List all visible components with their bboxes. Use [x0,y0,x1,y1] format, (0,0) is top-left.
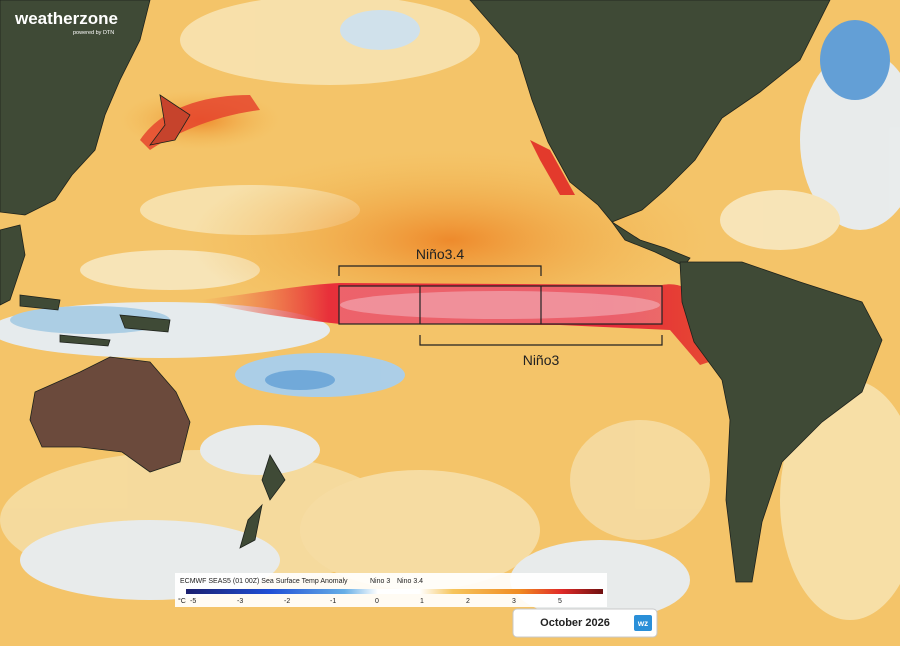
legend-tick: -2 [284,598,290,605]
legend-item: Nino 3.4 [397,578,423,585]
legend-tick: -1 [330,598,336,605]
legend-tick: 3 [512,598,516,605]
new-zealand [239,503,263,549]
patch [800,50,900,230]
logo: weatherzone [14,9,118,28]
legend-tick: 0 [375,598,379,605]
date: October 2026 [540,617,610,629]
warm-core [530,140,575,195]
north-america [469,0,831,223]
new-zealand [261,454,286,501]
nino3-bracket [419,335,663,346]
date-box [512,608,658,638]
legend-tick: -5 [190,598,196,605]
indochina [0,224,26,306]
badge-box [634,615,652,631]
new-guinea [119,314,171,333]
island [59,334,111,347]
australia [29,356,191,473]
logo-tagline: powered by DTN [73,30,114,36]
patch [570,420,710,540]
patch [820,20,890,100]
nino34-bracket [338,265,542,276]
south-america [679,261,883,583]
region-label: Niño3.4 [416,246,464,262]
legend-item: Nino 3 [370,578,390,585]
land [0,0,883,583]
legend-unit: °C [178,597,186,605]
patch [780,380,900,620]
asia [0,0,151,216]
legend-tick: 5 [558,598,562,605]
island [19,294,61,311]
legend-scale [186,589,603,594]
patch [720,190,840,250]
japan [149,94,191,146]
legend: ECMWF SEAS5 (01 00Z) Sea Surface Temp An… [175,573,607,607]
region-label: Niño3 [523,352,560,368]
ocean-patches [0,0,900,620]
patch [300,470,540,590]
patch [265,370,335,390]
nino-box [338,285,663,325]
legend-tick: -3 [237,598,243,605]
nino-boxes [338,265,663,346]
legend-tick: 1 [420,598,424,605]
badge: wz [637,619,648,628]
patch [340,10,420,50]
legend-title: ECMWF SEAS5 (01 00Z) Sea Surface Temp An… [180,578,348,585]
legend-ticks: -5 -3 -2 -1 0 1 2 3 5 [190,598,562,605]
patch [200,425,320,475]
legend-tick: 2 [466,598,470,605]
